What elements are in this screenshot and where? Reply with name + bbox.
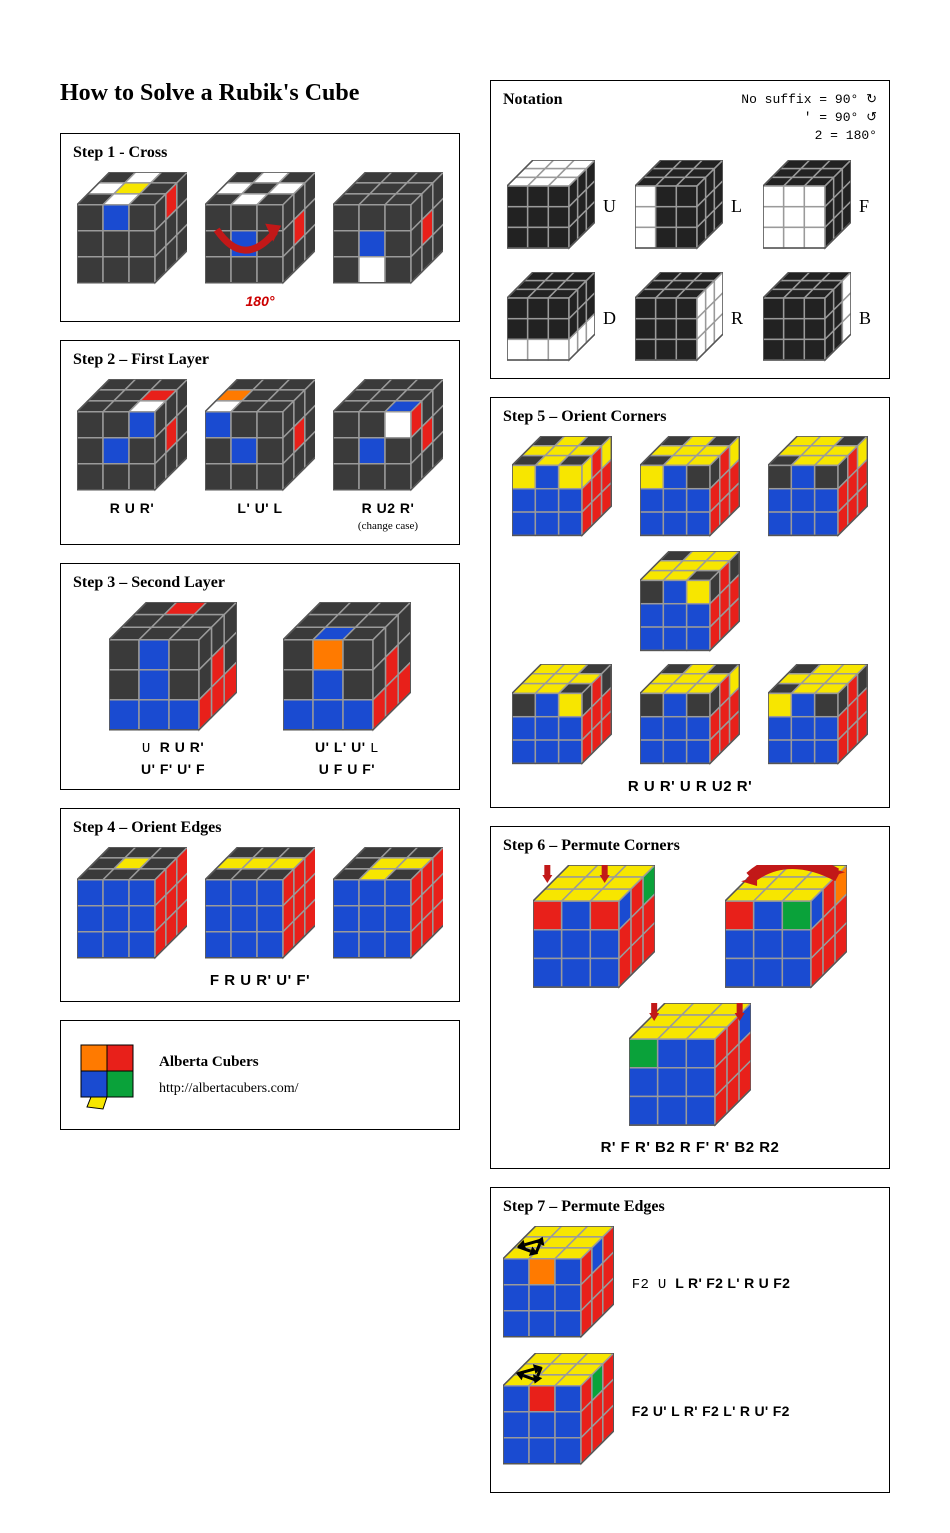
cube-step5-f [640,664,739,769]
notation-title: Notation [503,91,563,109]
move-sublabel: (change case) [358,520,418,532]
cube-step5-b [640,436,739,541]
panel-footer: Alberta Cubers http://albertacubers.com/ [60,1020,460,1130]
panel-step6: Step 6 – Permute Corners R' F R' B2 R F'… [490,826,890,1169]
cube-step3-b: U' L' U' L U F U F' [283,602,411,778]
cube-step6-c [629,1003,751,1131]
step4-title: Step 4 – Orient Edges [73,819,447,837]
cube-step5-d [640,551,739,656]
cube-step1-c [333,172,444,289]
notation-face-label: L [731,196,745,217]
rotation-label: 180° [246,293,275,309]
notation-item-u: U [503,160,621,254]
move-label: U' L' U' L [315,739,379,757]
cube-step4-a [77,847,188,964]
cube-step2-b: L' U' L [205,379,316,516]
panel-step4: Step 4 – Orient Edges F R U R' U' F' [60,808,460,1002]
notation-item-d: D [503,272,621,366]
move-label: U R U R' [142,739,204,757]
notation-item-f: F [759,160,877,254]
step2-title: Step 2 – First Layer [73,351,447,369]
panel-step5: Step 5 – Orient Corners R U R' U R U2 R' [490,397,890,808]
panel-step2: Step 2 – First Layer R U R' L' U' L R U2… [60,340,460,545]
step6-title: Step 6 – Permute Corners [503,837,877,855]
move-label: F R U R' U' F' [73,972,447,989]
cube-step5-c [768,436,867,541]
move-label: R U R' U R U2 R' [503,778,877,795]
step1-title: Step 1 - Cross [73,144,447,162]
cube-step5-g [768,664,867,769]
step5-title: Step 5 – Orient Corners [503,408,877,426]
notation-face-label: U [603,196,617,217]
footer-url: http://albertacubers.com/ [159,1081,299,1097]
notation-face-label: R [731,308,745,329]
cube-step6-b [725,865,847,993]
cube-step2-c: R U2 R' (change case) [333,379,444,532]
panel-notation: Notation No suffix = 90° ↻ ' = 90° ↺ 2 =… [490,80,890,379]
cube-step1-a [77,172,188,289]
move-label: F2 U' L R' F2 L' R U' F2 [632,1403,790,1419]
notation-face-label: B [859,308,873,329]
move-label: U' F' U' F [141,761,205,777]
cube-step3-a: U R U R' U' F' U' F [109,602,237,778]
notation-item-l: L [631,160,749,254]
cube-step4-b [205,847,316,964]
move-label: R U2 R' [362,500,415,516]
panel-step3: Step 3 – Second Layer U R U R' U' F' U' … [60,563,460,791]
step3-title: Step 3 – Second Layer [73,574,447,592]
cube-step7-b [503,1353,614,1470]
move-label: U F U F' [319,761,375,777]
panel-step7: Step 7 – Permute Edges F2 U L R' F2 L' R… [490,1187,890,1493]
cube-step2-a: R U R' [77,379,188,516]
cube-step4-c [333,847,444,964]
footer-name: Alberta Cubers [159,1054,299,1071]
cube-step1-b: 180° [205,172,316,309]
notation-face-label: D [603,308,617,329]
notation-key: No suffix = 90° ↻ ' = 90° ↺ 2 = 180° [741,91,877,146]
move-label: F2 U L R' F2 L' R U F2 [632,1275,790,1293]
cube-step5-e [512,664,611,769]
panel-step1: Step 1 - Cross 180° [60,133,460,322]
cube-step6-a [533,865,655,993]
notation-face-label: F [859,196,873,217]
notation-item-r: R [631,272,749,366]
move-label: L' U' L [237,500,282,516]
cube-step5-a [512,436,611,541]
page-title: How to Solve a Rubik's Cube [60,80,460,107]
cube-step7-a [503,1226,614,1343]
notation-item-b: B [759,272,877,366]
alberta-logo [75,1039,139,1111]
move-label: R U R' [110,500,154,516]
move-label: R' F R' B2 R F' R' B2 R2 [503,1139,877,1156]
step7-title: Step 7 – Permute Edges [503,1198,877,1216]
